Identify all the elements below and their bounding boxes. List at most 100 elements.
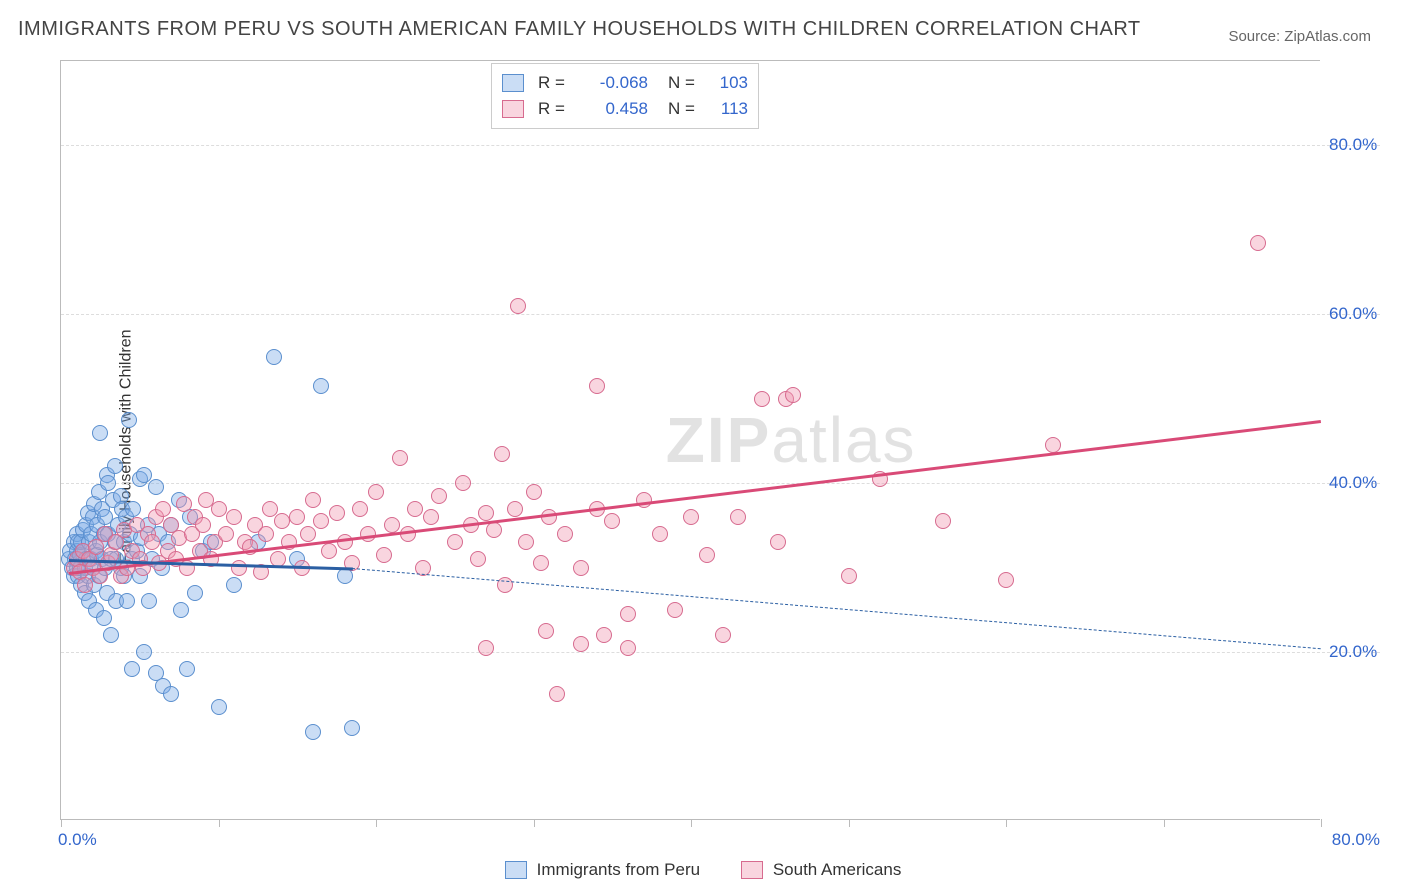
scatter-point-a	[266, 349, 282, 365]
scatter-point-b	[258, 526, 274, 542]
scatter-point-b	[841, 568, 857, 584]
scatter-point-a	[141, 593, 157, 609]
source-attribution: Source: ZipAtlas.com	[1228, 28, 1371, 45]
scatter-point-a	[125, 501, 141, 517]
swatch-peru	[502, 74, 524, 92]
scatter-point-b	[455, 475, 471, 491]
scatter-point-b	[1250, 235, 1266, 251]
scatter-point-b	[470, 551, 486, 567]
scatter-point-b	[352, 501, 368, 517]
scatter-point-a	[136, 644, 152, 660]
gridline-h	[61, 483, 1380, 484]
scatter-point-a	[124, 661, 140, 677]
legend-row-a: R = -0.068 N = 103	[502, 70, 748, 96]
scatter-point-b	[211, 501, 227, 517]
scatter-point-b	[155, 501, 171, 517]
regression-line	[352, 568, 1321, 649]
scatter-point-b	[431, 488, 447, 504]
r-label: R =	[538, 73, 578, 93]
scatter-point-b	[538, 623, 554, 639]
x-tick	[1006, 819, 1007, 827]
scatter-point-a	[92, 425, 108, 441]
scatter-point-b	[407, 501, 423, 517]
scatter-point-b	[652, 526, 668, 542]
scatter-point-b	[683, 509, 699, 525]
scatter-point-a	[119, 593, 135, 609]
scatter-point-b	[274, 513, 290, 529]
correlation-legend: R = -0.068 N = 103 R = 0.458 N = 113	[491, 63, 759, 129]
scatter-point-b	[368, 484, 384, 500]
scatter-point-b	[604, 513, 620, 529]
x-tick-label-min: 0.0%	[58, 830, 97, 850]
scatter-point-b	[935, 513, 951, 529]
regression-line	[69, 420, 1321, 574]
scatter-point-b	[321, 543, 337, 559]
swatch-south-american-icon	[741, 861, 763, 879]
chart-title: IMMIGRANTS FROM PERU VS SOUTH AMERICAN F…	[18, 18, 1141, 41]
n-value-peru: 103	[708, 73, 748, 93]
watermark-bold: ZIP	[666, 404, 772, 476]
n-value-south-american: 113	[708, 99, 748, 119]
n-label: N =	[668, 73, 708, 93]
scatter-point-b	[423, 509, 439, 525]
scatter-point-b	[486, 522, 502, 538]
scatter-point-b	[392, 450, 408, 466]
scatter-point-b	[226, 509, 242, 525]
n-label: N =	[668, 99, 708, 119]
watermark-thin: atlas	[771, 404, 916, 476]
scatter-point-a	[344, 720, 360, 736]
scatter-point-a	[148, 479, 164, 495]
scatter-point-b	[549, 686, 565, 702]
scatter-point-b	[730, 509, 746, 525]
scatter-point-b	[510, 298, 526, 314]
scatter-point-b	[533, 555, 549, 571]
swatch-peru-icon	[505, 861, 527, 879]
y-tick-label: 60.0%	[1329, 304, 1377, 324]
legend-label-peru: Immigrants from Peru	[537, 860, 700, 880]
legend-row-b: R = 0.458 N = 113	[502, 96, 748, 122]
scatter-point-a	[226, 577, 242, 593]
scatter-point-a	[100, 475, 116, 491]
scatter-point-a	[121, 412, 137, 428]
scatter-point-b	[376, 547, 392, 563]
legend-item-south-american: South Americans	[741, 860, 902, 880]
scatter-point-b	[620, 606, 636, 622]
scatter-point-b	[589, 378, 605, 394]
scatter-point-b	[144, 534, 160, 550]
scatter-point-b	[313, 513, 329, 529]
scatter-point-b	[507, 501, 523, 517]
scatter-point-a	[107, 458, 123, 474]
watermark: ZIPatlas	[666, 403, 917, 477]
scatter-point-b	[195, 517, 211, 533]
scatter-point-b	[573, 560, 589, 576]
y-tick-label: 80.0%	[1329, 135, 1377, 155]
scatter-point-b	[636, 492, 652, 508]
scatter-point-b	[497, 577, 513, 593]
y-tick-label: 20.0%	[1329, 642, 1377, 662]
scatter-point-b	[526, 484, 542, 500]
y-tick-label: 40.0%	[1329, 473, 1377, 493]
scatter-point-b	[231, 560, 247, 576]
scatter-point-b	[329, 505, 345, 521]
scatter-point-a	[313, 378, 329, 394]
scatter-point-a	[187, 585, 203, 601]
legend-item-peru: Immigrants from Peru	[505, 860, 700, 880]
scatter-point-b	[494, 446, 510, 462]
gridline-h	[61, 652, 1380, 653]
scatter-point-b	[557, 526, 573, 542]
scatter-point-b	[289, 509, 305, 525]
scatter-point-a	[179, 661, 195, 677]
scatter-point-b	[998, 572, 1014, 588]
x-tick	[376, 819, 377, 827]
scatter-point-a	[211, 699, 227, 715]
scatter-point-b	[667, 602, 683, 618]
scatter-point-a	[173, 602, 189, 618]
x-tick	[61, 819, 62, 827]
legend-label-south-american: South Americans	[773, 860, 902, 880]
r-value-peru: -0.068	[578, 73, 648, 93]
x-tick-label-max: 80.0%	[1332, 830, 1380, 850]
scatter-point-b	[620, 640, 636, 656]
plot-area: R = -0.068 N = 103 R = 0.458 N = 113 ZIP…	[60, 60, 1320, 820]
scatter-point-b	[596, 627, 612, 643]
scatter-point-b	[360, 526, 376, 542]
